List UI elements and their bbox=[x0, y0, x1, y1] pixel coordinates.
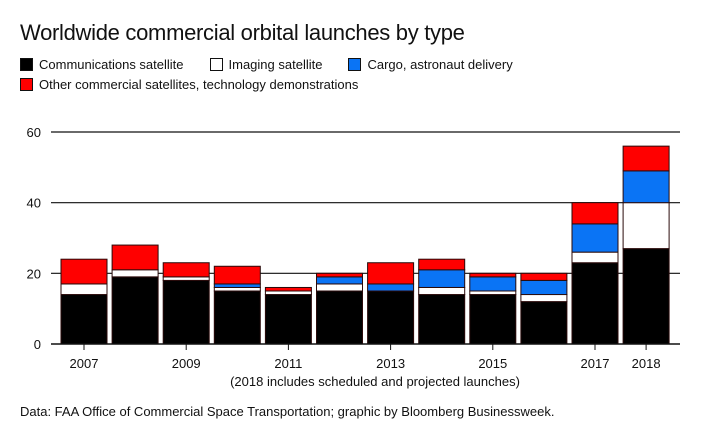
bar-2017-imaging bbox=[571, 251, 619, 264]
legend-item-communications: Communications satellite bbox=[20, 57, 184, 72]
bar-2009-communications bbox=[162, 279, 210, 345]
legend-item-imaging: Imaging satellite bbox=[209, 56, 323, 72]
bar-2014-other bbox=[418, 258, 466, 271]
bar-2012-cargo bbox=[316, 276, 363, 285]
y-tick-label-0: 0 bbox=[34, 337, 41, 352]
bar-2016-imaging bbox=[520, 294, 568, 303]
bar-2009-other bbox=[162, 262, 210, 278]
bar-2014-cargo bbox=[418, 269, 466, 288]
x-tick-label-2007: 2007 bbox=[70, 356, 99, 371]
bar-2007-other bbox=[60, 258, 108, 285]
bar-2016-cargo bbox=[520, 279, 568, 296]
bar-2011-other bbox=[264, 286, 312, 292]
legend: Communications satellite Imaging satelli… bbox=[20, 54, 539, 94]
bar-2018-imaging bbox=[622, 202, 670, 250]
x-tick-label-2018: 2018 bbox=[632, 356, 661, 371]
bar-2015-communications bbox=[469, 294, 517, 345]
legend-swatch-communications bbox=[20, 57, 33, 71]
bar-2014-imaging bbox=[418, 286, 466, 296]
bar-2013-other bbox=[367, 262, 415, 285]
legend-label-cargo: Cargo, astronaut delivery bbox=[367, 56, 513, 72]
bar-2015-cargo bbox=[469, 276, 517, 292]
bar-2018-other bbox=[622, 145, 670, 172]
legend-swatch-imaging bbox=[209, 57, 223, 71]
bar-2008-communications bbox=[111, 276, 159, 345]
bar-2010-imaging bbox=[213, 286, 261, 292]
bar-2013-communications bbox=[367, 290, 415, 345]
bar-2015-imaging bbox=[469, 290, 517, 296]
x-tick-label-2011: 2011 bbox=[274, 356, 302, 371]
bar-2011-imaging bbox=[264, 290, 312, 296]
bar-2007-imaging bbox=[60, 283, 108, 296]
legend-label-other: Other commercial satellites, technology … bbox=[39, 76, 359, 92]
bar-2018-communications bbox=[622, 248, 670, 345]
bar-2016-communications bbox=[520, 301, 568, 345]
bar-2017-cargo bbox=[571, 223, 619, 253]
bar-2012-communications bbox=[316, 290, 363, 345]
source-note: Data: FAA Office of Commercial Space Tra… bbox=[20, 404, 555, 419]
bar-2013-cargo bbox=[367, 283, 415, 292]
chart-title: Worldwide commercial orbital launches by… bbox=[20, 20, 465, 45]
bar-2010-cargo bbox=[213, 283, 261, 288]
x-tick-label-2017: 2017 bbox=[581, 356, 610, 371]
bar-2015-other bbox=[469, 272, 517, 278]
y-tick-label-60: 60 bbox=[27, 125, 41, 140]
bar-2017-other bbox=[571, 202, 619, 225]
bar-2018-cargo bbox=[622, 170, 670, 204]
bar-2012-other bbox=[316, 272, 363, 278]
legend-item-other: Other commercial satellites, technology … bbox=[20, 77, 358, 92]
bar-2010-other bbox=[213, 265, 261, 285]
bar-2010-communications bbox=[213, 290, 261, 345]
bar-2012-imaging bbox=[316, 283, 363, 292]
x-tick-label-2009: 2009 bbox=[172, 356, 201, 371]
legend-label-imaging: Imaging satellite bbox=[228, 56, 323, 72]
legend-label-communications: Communications satellite bbox=[39, 56, 184, 72]
y-tick-label-20: 20 bbox=[27, 266, 41, 281]
x-tick-label-2013: 2013 bbox=[376, 356, 405, 371]
x-axis-note: (2018 includes scheduled and projected l… bbox=[230, 374, 520, 389]
legend-swatch-other bbox=[20, 77, 33, 91]
bar-2007-communications bbox=[60, 294, 108, 345]
y-tick-label-40: 40 bbox=[27, 196, 41, 211]
bar-2014-communications bbox=[418, 294, 466, 345]
bar-2008-other bbox=[111, 244, 159, 271]
bar-2016-other bbox=[520, 272, 568, 281]
bar-2008-imaging bbox=[111, 269, 159, 278]
legend-item-cargo: Cargo, astronaut delivery bbox=[348, 56, 513, 72]
legend-swatch-cargo bbox=[348, 57, 362, 71]
bar-2017-communications bbox=[571, 262, 619, 345]
bar-2009-imaging bbox=[162, 276, 210, 281]
x-tick-label-2015: 2015 bbox=[478, 356, 507, 371]
bar-2011-communications bbox=[264, 294, 312, 345]
